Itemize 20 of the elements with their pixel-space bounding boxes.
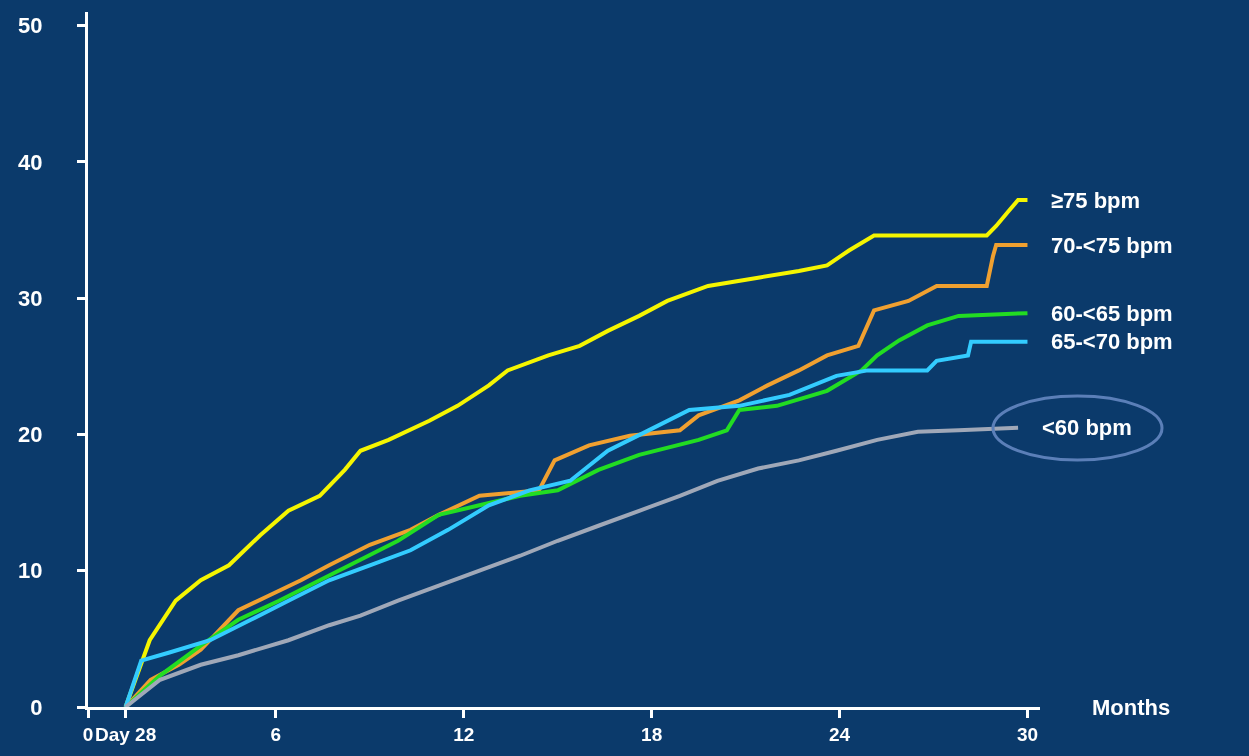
y-tick-label: 30 <box>18 285 43 311</box>
x-tick-label: 6 <box>270 723 282 745</box>
x-tick-label: 18 <box>641 723 663 745</box>
x-tick-label: Day 28 <box>94 723 157 745</box>
line-series <box>123 425 1021 707</box>
x-axis-title: Months <box>1092 695 1171 720</box>
y-tick-label: 0 <box>30 694 43 720</box>
y-tick-label: 50 <box>18 13 43 39</box>
series-label: 70-<75 bpm <box>1051 233 1173 258</box>
x-tick-label: 0 <box>82 723 94 745</box>
series-label: ≥75 bpm <box>1051 188 1141 213</box>
y-tick-label: 10 <box>18 558 43 584</box>
x-tick-label: 12 <box>453 723 475 745</box>
series-label: <60 bpm <box>1042 415 1132 440</box>
series-label: 65-<70 bpm <box>1051 329 1173 354</box>
y-tick-label: 20 <box>18 422 43 448</box>
series-label: 60-<65 bpm <box>1051 301 1173 326</box>
y-tick-label: 40 <box>18 149 43 175</box>
x-tick-label: 24 <box>829 723 851 745</box>
x-tick-label: 30 <box>1016 723 1039 745</box>
